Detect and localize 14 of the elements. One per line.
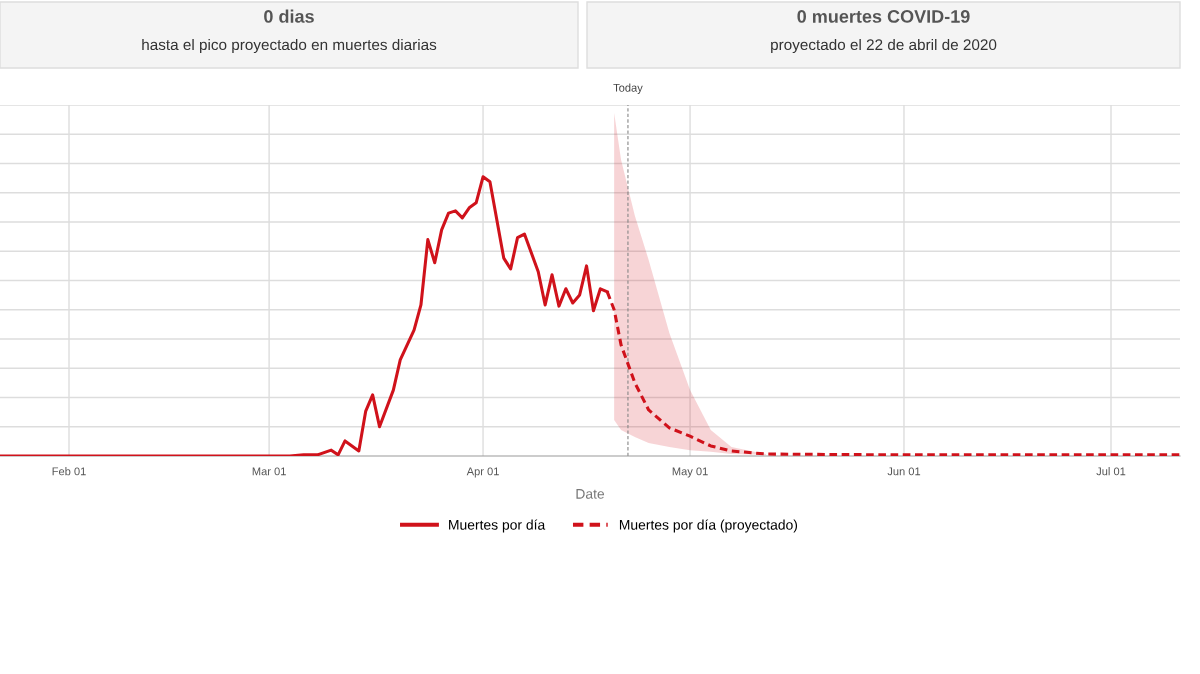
x-tick-label: Feb 01 [52, 467, 86, 476]
x-tick-label: Mar 01 [252, 467, 286, 476]
x-tick-label: Jun 01 [887, 467, 921, 476]
x-tick-label: May 01 [672, 467, 708, 478]
text: 0 dias [264, 9, 314, 23]
x-axis-title: Date [576, 489, 605, 499]
text: hasta el pico proyectado en muertes diarias [142, 38, 437, 54]
legend-label: Muertes por día (proyectado) [619, 519, 798, 533]
ref-line-label: Today [613, 83, 643, 94]
text: 0 muertes COVID-19 [797, 10, 970, 23]
legend-label: Muertes por día [449, 519, 546, 533]
x-tick-label: Apr 01 [466, 467, 499, 478]
text: proyectado el 22 de abril de 2020 [771, 38, 997, 54]
x-tick-label: Jul 01 [1096, 467, 1126, 476]
